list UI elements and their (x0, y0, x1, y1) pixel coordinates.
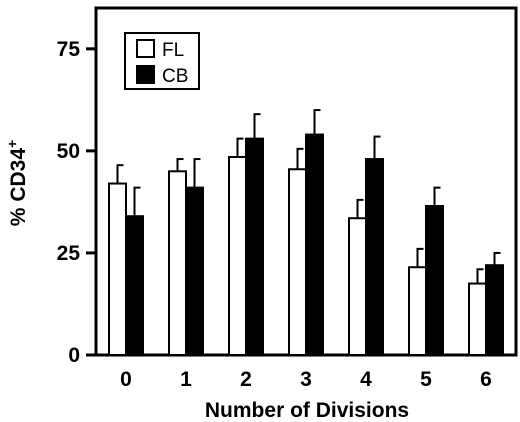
bar-cb (245, 137, 264, 356)
legend-swatch-cb (136, 65, 155, 84)
bar-fl (468, 282, 487, 357)
x-tick-label: 2 (240, 368, 252, 391)
y-tick-label: 25 (57, 242, 81, 265)
bar-fl (228, 156, 247, 356)
x-axis-title: Number of Divisions (205, 399, 409, 422)
x-tick-label: 6 (480, 368, 492, 391)
legend-swatch-fl (136, 39, 155, 58)
legend: FL CB (124, 32, 200, 90)
bar-cb (185, 186, 204, 356)
bar-fl (288, 168, 307, 356)
x-tick-label: 4 (360, 368, 372, 391)
bar-cb (125, 215, 144, 356)
bar-cb (365, 158, 384, 356)
chart-bars (108, 109, 504, 357)
legend-label-cb: CB (162, 66, 188, 87)
x-tick-label: 1 (180, 368, 192, 391)
bar-fl (108, 182, 127, 356)
x-tick-label: 0 (120, 368, 132, 391)
bar-fl (168, 170, 187, 356)
y-tick-label: 0 (68, 344, 80, 367)
bar-cb (485, 264, 504, 356)
y-axis-title: % CD34+ (4, 140, 30, 226)
bar-cb (425, 204, 444, 356)
bar-cb (305, 133, 324, 356)
y-axis-title-text: % CD34 (7, 148, 30, 227)
x-tick-label: 3 (300, 368, 312, 391)
legend-label-fl: FL (162, 40, 184, 61)
y-tick-label: 75 (57, 38, 81, 61)
bar-fl (348, 217, 367, 356)
y-axis-title-superscript: + (4, 140, 20, 148)
bar-fl (408, 266, 427, 356)
x-tick-label: 5 (420, 368, 432, 391)
y-tick-label: 50 (57, 140, 80, 163)
